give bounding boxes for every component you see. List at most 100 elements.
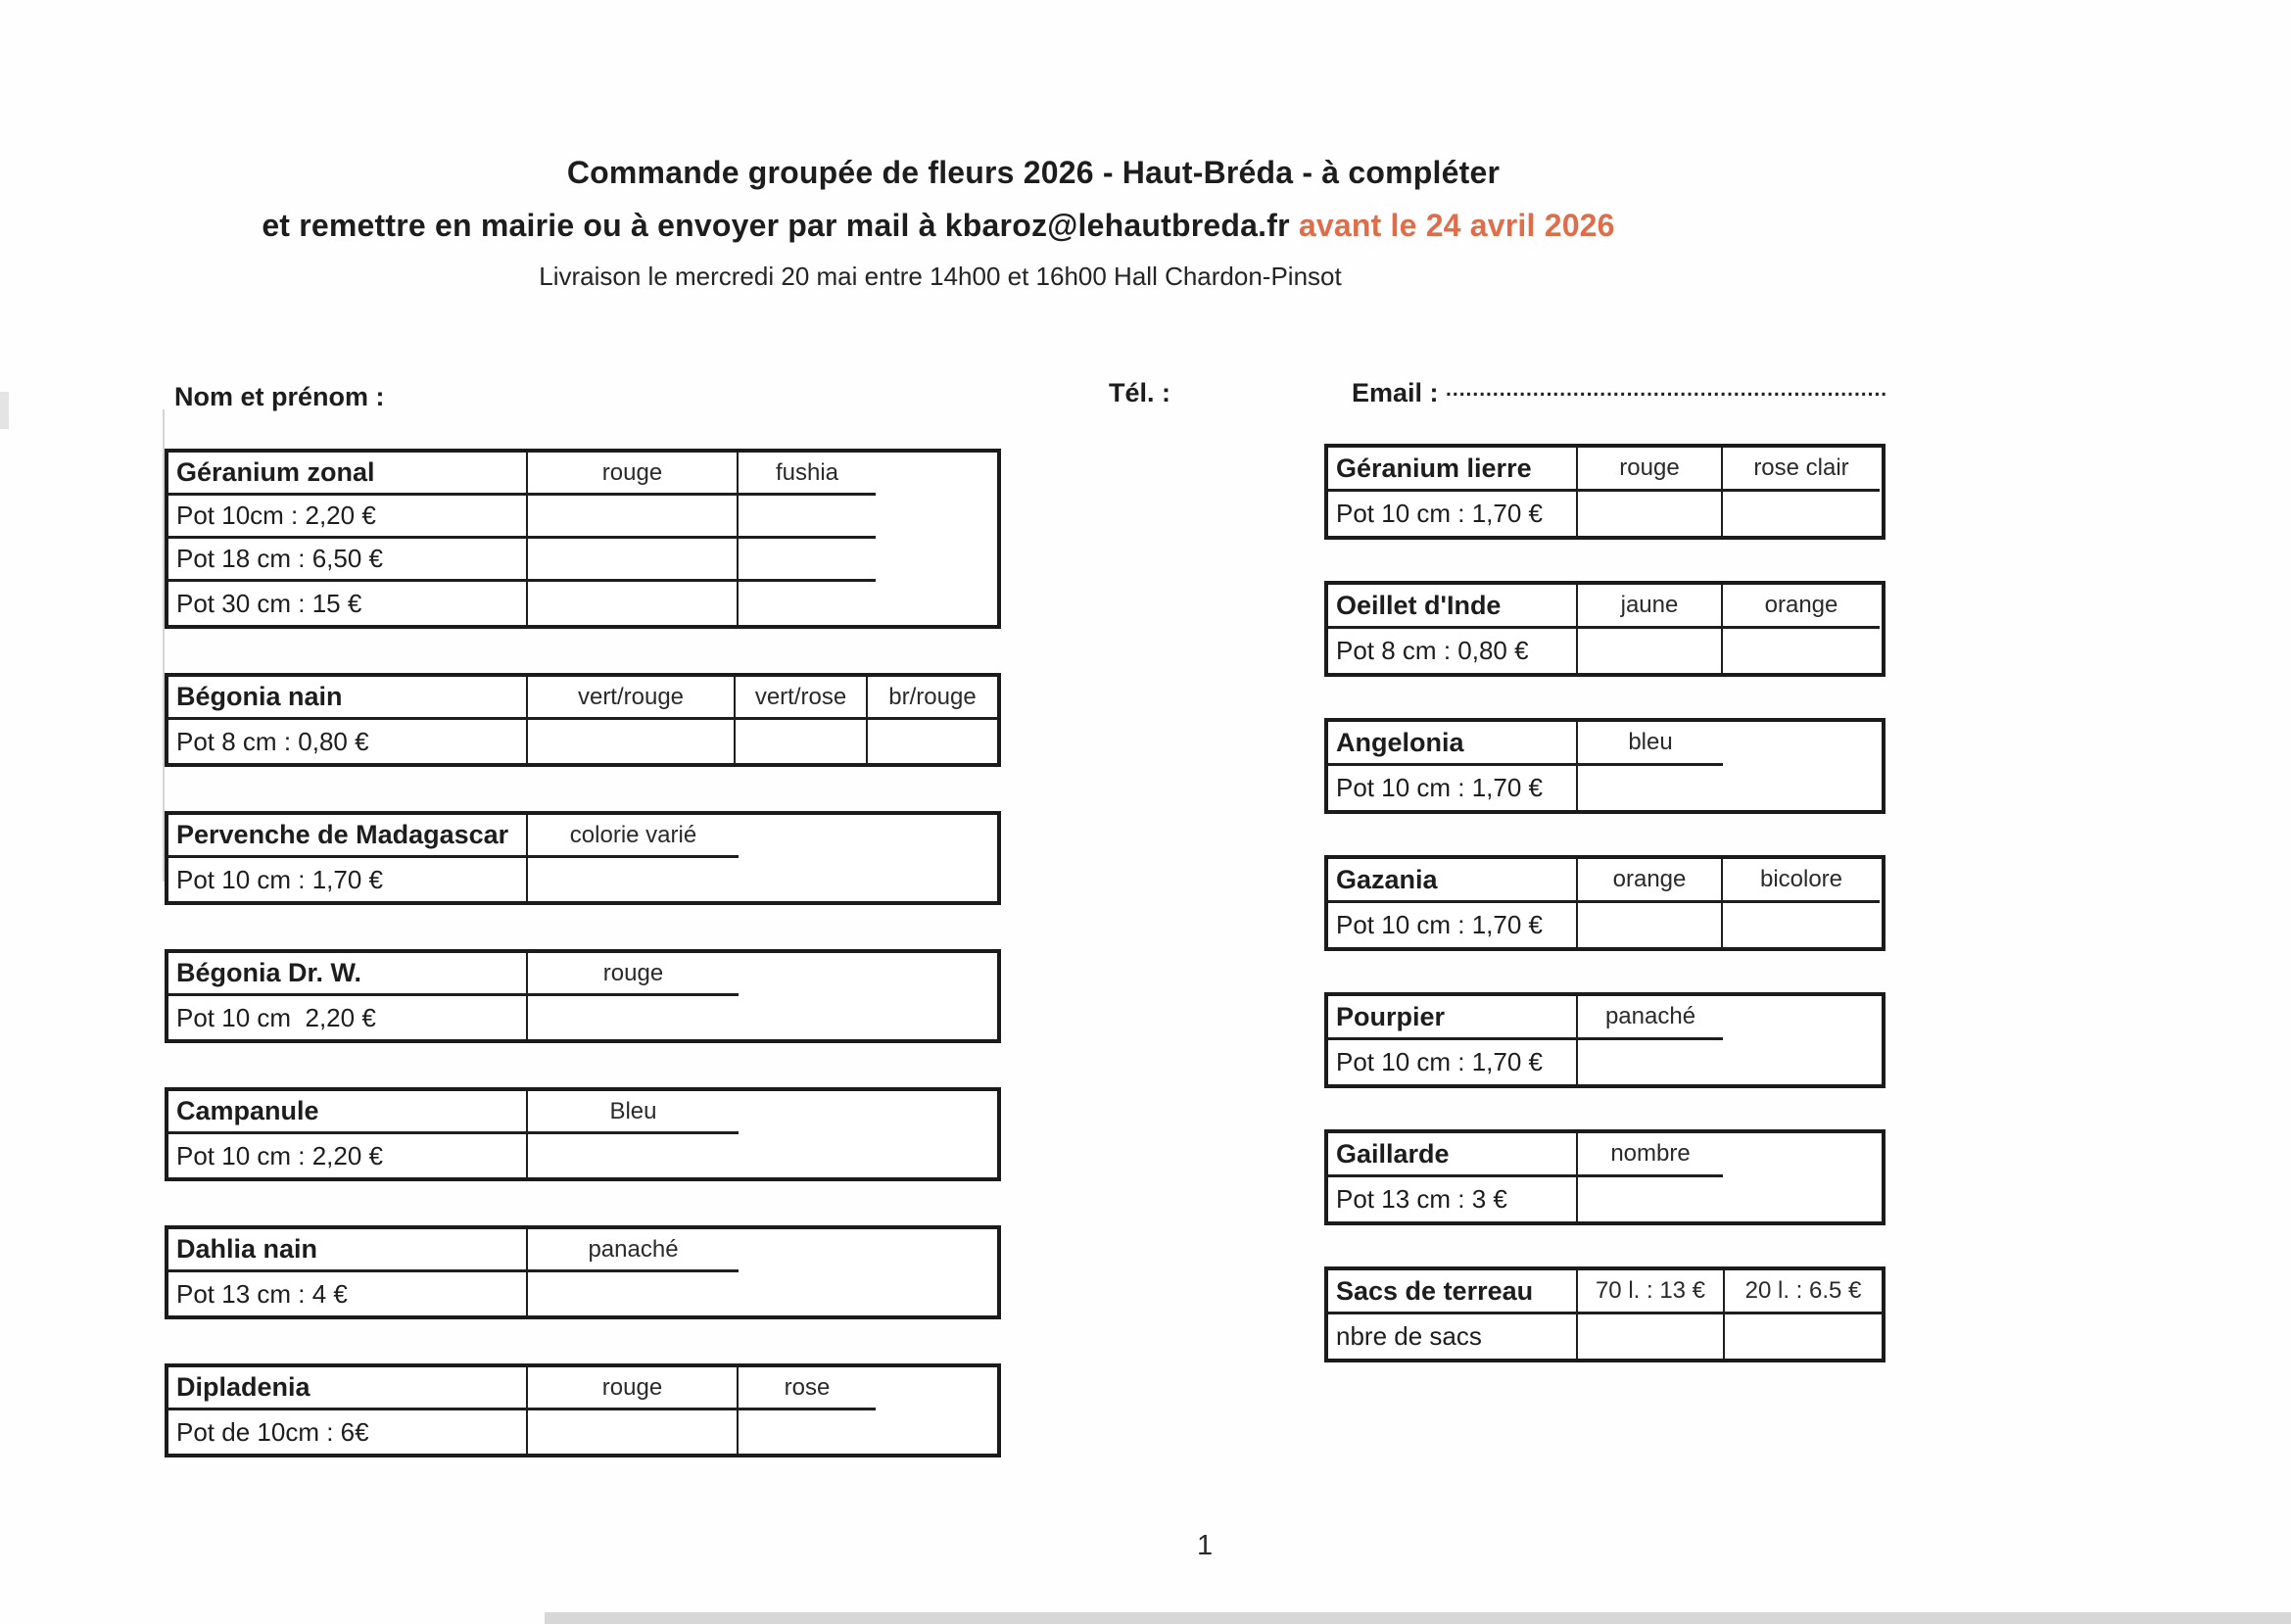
quantity-cell bbox=[528, 1134, 739, 1177]
table-name-cell: Angelonia bbox=[1328, 722, 1578, 766]
table-name-cell: Dahlia nain bbox=[168, 1229, 528, 1272]
quantity-cell bbox=[528, 720, 736, 763]
color-header-cell: rouge bbox=[528, 453, 739, 496]
table-name-cell: Pervenche de Madagascar bbox=[168, 815, 528, 858]
quantity-cell bbox=[1578, 492, 1723, 536]
color-header-cell: vert/rouge bbox=[528, 677, 736, 720]
quantity-cell bbox=[528, 582, 739, 625]
quantity-cell bbox=[1578, 766, 1723, 810]
price-cell: Pot 10 cm : 1,70 € bbox=[168, 858, 528, 901]
color-header-cell: panaché bbox=[1578, 996, 1723, 1040]
quantity-cell bbox=[528, 858, 739, 901]
quantity-cell bbox=[868, 720, 997, 763]
order-table-pourpier: Pourpier panaché Pot 10 cm : 1,70 € bbox=[1324, 992, 1885, 1088]
email-row: Email : ................................… bbox=[1352, 378, 1888, 408]
order-table-dahlia-nain: Dahlia nain panaché Pot 13 cm : 4 € bbox=[165, 1225, 1001, 1319]
right-table-column: Géranium lierre rouge rose clair Pot 10 cm … bbox=[1324, 444, 1885, 1404]
quantity-cell bbox=[1723, 903, 1880, 947]
table-name-cell: Dipladenia bbox=[168, 1367, 528, 1410]
price-cell: Pot 8 cm : 0,80 € bbox=[1328, 629, 1578, 673]
quantity-cell bbox=[528, 1272, 739, 1315]
page-number: 1 bbox=[1197, 1530, 1214, 1561]
table-name-cell: Campanule bbox=[168, 1091, 528, 1134]
quantity-cell bbox=[1723, 492, 1880, 536]
color-header-cell: vert/rose bbox=[736, 677, 868, 720]
color-header-cell: bicolore bbox=[1723, 859, 1880, 903]
table-name-cell: Sacs de terreau bbox=[1328, 1270, 1578, 1314]
quantity-cell bbox=[739, 1410, 876, 1454]
quantity-cell bbox=[528, 496, 739, 539]
quantity-cell bbox=[739, 496, 876, 539]
order-table-geranium-lierre: Géranium lierre rouge rose clair Pot 10 cm … bbox=[1324, 444, 1885, 540]
table-name-cell: Gaillarde bbox=[1328, 1133, 1578, 1177]
quantity-cell bbox=[1578, 1314, 1725, 1359]
quantity-cell bbox=[739, 539, 876, 582]
table-name-cell: Gazania bbox=[1328, 859, 1578, 903]
color-header-cell: rouge bbox=[1578, 448, 1723, 492]
price-cell: Pot 13 cm : 4 € bbox=[168, 1272, 528, 1315]
quantity-cell bbox=[736, 720, 868, 763]
color-header-cell: Bleu bbox=[528, 1091, 739, 1134]
deadline-text: avant le 24 avril 2026 bbox=[1298, 208, 1615, 243]
quantity-cell bbox=[528, 539, 739, 582]
scanner-edge-strip bbox=[545, 1612, 2291, 1624]
quantity-cell bbox=[1578, 1040, 1723, 1084]
order-table-begonia-dr-w: Bégonia Dr. W. rouge Pot 10 cm 2,20 € bbox=[165, 949, 1001, 1043]
order-table-pervenche-de-madagascar: Pervenche de Madagascar colorie varié Pot … bbox=[165, 811, 1001, 905]
order-table-begonia-nain: Bégonia nain vert/rouge vert/rose br/rouge P… bbox=[165, 673, 1001, 767]
color-header-cell: bleu bbox=[1578, 722, 1723, 766]
email-dotted-line: ........................................… bbox=[1446, 378, 1888, 401]
color-header-cell: panaché bbox=[528, 1229, 739, 1272]
scan-artifact-edge bbox=[0, 392, 9, 429]
color-header-cell: nombre bbox=[1578, 1133, 1723, 1177]
quantity-cell bbox=[739, 582, 876, 625]
quantity-cell bbox=[1725, 1314, 1882, 1359]
color-header-cell: orange bbox=[1723, 585, 1880, 629]
quantity-cell bbox=[1578, 903, 1723, 947]
name-label: Nom et prénom : bbox=[174, 382, 385, 411]
price-cell: Pot 13 cm : 3 € bbox=[1328, 1177, 1578, 1221]
table-name-cell: Pourpier bbox=[1328, 996, 1578, 1040]
price-cell: nbre de sacs bbox=[1328, 1314, 1578, 1359]
color-header-cell: jaune bbox=[1578, 585, 1723, 629]
instruction-line: et remettre en mairie ou à envoyer par m… bbox=[0, 208, 1877, 244]
table-name-cell: Bégonia Dr. W. bbox=[168, 953, 528, 996]
color-header-cell: 70 l. : 13 € bbox=[1578, 1270, 1725, 1314]
table-name-cell: Bégonia nain bbox=[168, 677, 528, 720]
table-name-cell: Géranium zonal bbox=[168, 453, 528, 496]
color-header-cell: fushia bbox=[739, 453, 876, 496]
price-cell: Pot 10 cm : 1,70 € bbox=[1328, 766, 1578, 810]
price-cell: Pot 18 cm : 6,50 € bbox=[168, 539, 528, 582]
page-title: Commande groupée de fleurs 2026 - Haut-B… bbox=[566, 155, 1501, 190]
price-cell: Pot 30 cm : 15 € bbox=[168, 582, 528, 625]
color-header-cell: rouge bbox=[528, 1367, 739, 1410]
color-header-cell: colorie varié bbox=[528, 815, 739, 858]
order-table-oeillet-d-inde: Oeillet d'Inde jaune orange Pot 8 cm : 0,80… bbox=[1324, 581, 1885, 677]
instruction-text: et remettre en mairie ou à envoyer par m… bbox=[262, 208, 1299, 243]
left-table-column: Géranium zonal rouge fushia Pot 10cm : 2,20… bbox=[165, 449, 1001, 1502]
order-table-campanule: Campanule Bleu Pot 10 cm : 2,20 € bbox=[165, 1087, 1001, 1181]
table-name-cell: Géranium lierre bbox=[1328, 448, 1578, 492]
quantity-cell bbox=[1578, 629, 1723, 673]
color-header-cell: 20 l. : 6.5 € bbox=[1725, 1270, 1882, 1314]
color-header-cell: rose clair bbox=[1723, 448, 1880, 492]
price-cell: Pot 10cm : 2,20 € bbox=[168, 496, 528, 539]
order-table-dipladenia: Dipladenia rouge rose Pot de 10cm : 6€ bbox=[165, 1363, 1001, 1457]
price-cell: Pot 10 cm : 1,70 € bbox=[1328, 903, 1578, 947]
order-table-gazania: Gazania orange bicolore Pot 10 cm : 1,70 € bbox=[1324, 855, 1885, 951]
delivery-info: Livraison le mercredi 20 mai entre 14h00… bbox=[539, 262, 1342, 291]
quantity-cell bbox=[528, 996, 739, 1039]
quantity-cell bbox=[1723, 629, 1880, 673]
price-cell: Pot 10 cm : 2,20 € bbox=[168, 1134, 528, 1177]
price-cell: Pot 10 cm : 1,70 € bbox=[1328, 492, 1578, 536]
color-header-cell: rose bbox=[739, 1367, 876, 1410]
email-label: Email : bbox=[1352, 378, 1439, 407]
order-table-gaillarde: Gaillarde nombre Pot 13 cm : 3 € bbox=[1324, 1129, 1885, 1225]
table-name-cell: Oeillet d'Inde bbox=[1328, 585, 1578, 629]
tel-label: Tél. : bbox=[1109, 378, 1171, 407]
price-cell: Pot 10 cm : 1,70 € bbox=[1328, 1040, 1578, 1084]
scan-artifact-line bbox=[163, 409, 165, 882]
price-cell: Pot de 10cm : 6€ bbox=[168, 1410, 528, 1454]
quantity-cell bbox=[528, 1410, 739, 1454]
